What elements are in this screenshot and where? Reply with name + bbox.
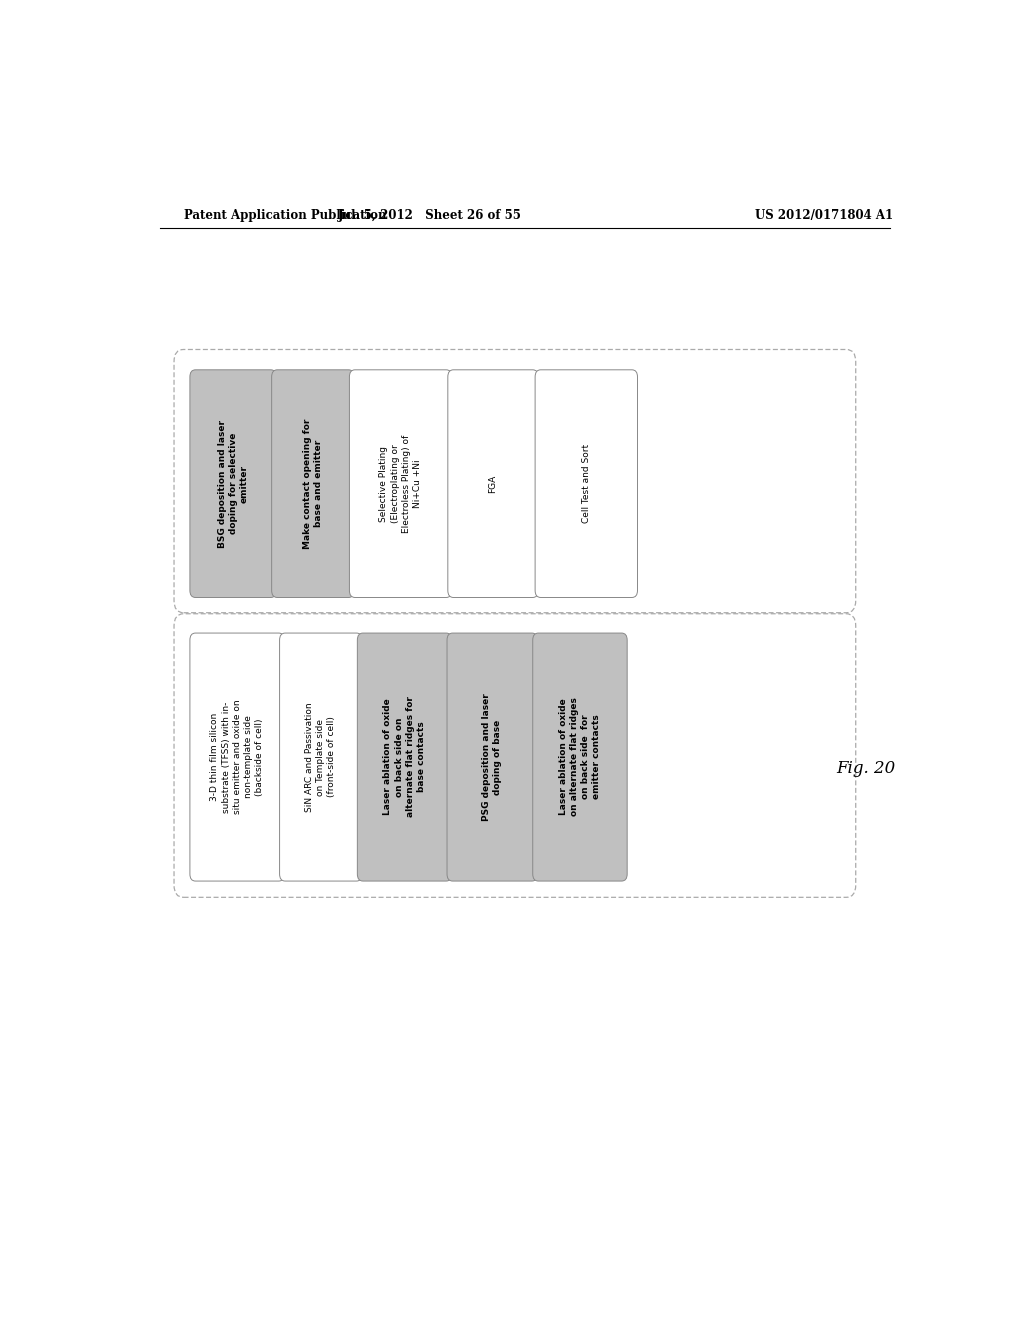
FancyBboxPatch shape: [447, 370, 539, 598]
FancyBboxPatch shape: [532, 634, 627, 880]
FancyBboxPatch shape: [189, 370, 276, 598]
FancyBboxPatch shape: [447, 634, 538, 880]
FancyBboxPatch shape: [536, 370, 638, 598]
FancyBboxPatch shape: [271, 370, 354, 598]
Text: 3-D thin film silicon
substrate (TFSS) with in-
situ emitter and oxide on
non-te: 3-D thin film silicon substrate (TFSS) w…: [210, 700, 264, 814]
Text: Cell Test and Sort: Cell Test and Sort: [582, 444, 591, 523]
Text: Fig. 20: Fig. 20: [837, 760, 896, 776]
Text: FGA: FGA: [488, 474, 498, 492]
FancyBboxPatch shape: [349, 370, 452, 598]
FancyBboxPatch shape: [189, 634, 285, 880]
Text: Jul. 5, 2012   Sheet 26 of 55: Jul. 5, 2012 Sheet 26 of 55: [338, 209, 521, 222]
Text: Selective Plating
(Electroplating or
Electroless Plating) of
Ni+Cu +Ni: Selective Plating (Electroplating or Ele…: [380, 434, 422, 533]
Text: SiN ARC and Passivation
on Template side
(front-side of cell): SiN ARC and Passivation on Template side…: [305, 702, 337, 812]
FancyBboxPatch shape: [357, 634, 452, 880]
Text: Laser ablation of oxide
on alternate flat ridges
on back side  for
emitter conta: Laser ablation of oxide on alternate fla…: [559, 698, 601, 817]
Text: Patent Application Publication: Patent Application Publication: [183, 209, 386, 222]
Text: Laser ablation of oxide
on back side on
alternate flat ridges for
base contacts: Laser ablation of oxide on back side on …: [383, 697, 426, 817]
Text: Make contact opening for
base and emitter: Make contact opening for base and emitte…: [303, 418, 323, 549]
Text: PSG deposition and laser
doping of base: PSG deposition and laser doping of base: [482, 693, 503, 821]
Text: US 2012/0171804 A1: US 2012/0171804 A1: [755, 209, 893, 222]
Text: BSG deposition and laser
doping for selective
emitter: BSG deposition and laser doping for sele…: [217, 420, 249, 548]
FancyBboxPatch shape: [280, 634, 362, 880]
